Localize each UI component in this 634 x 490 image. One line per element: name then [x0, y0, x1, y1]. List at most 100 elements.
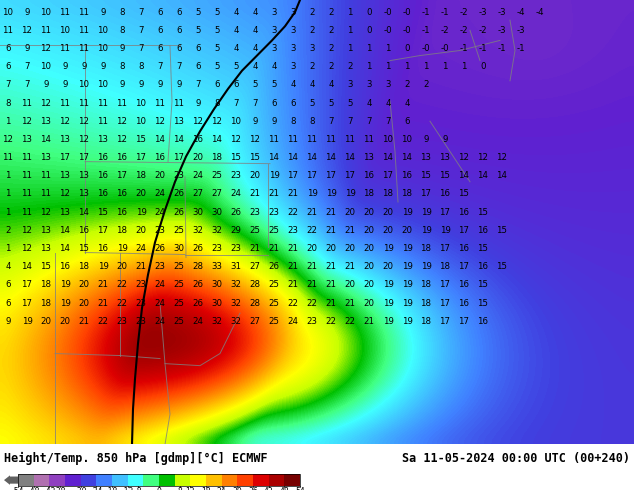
Text: 1: 1: [424, 62, 429, 71]
Text: 3: 3: [309, 44, 314, 53]
Text: 23: 23: [155, 262, 165, 271]
Text: 11: 11: [60, 44, 70, 53]
Text: 31: 31: [231, 262, 242, 271]
Text: 12: 12: [60, 190, 70, 198]
Text: 11: 11: [22, 153, 32, 162]
Text: 20: 20: [382, 226, 394, 235]
Text: 20: 20: [60, 317, 70, 326]
Text: 1: 1: [385, 62, 391, 71]
Text: -1: -1: [498, 44, 507, 53]
Text: 0: 0: [157, 487, 162, 490]
Text: 5: 5: [233, 62, 239, 71]
Text: 16: 16: [98, 190, 108, 198]
Text: 19: 19: [60, 280, 70, 289]
Text: 19: 19: [136, 208, 146, 217]
Text: -0: -0: [422, 44, 430, 53]
Text: 7: 7: [24, 80, 30, 89]
Bar: [159, 474, 174, 486]
Text: 20: 20: [117, 262, 127, 271]
Text: 6: 6: [5, 280, 11, 289]
Text: 7: 7: [195, 80, 201, 89]
Text: 20: 20: [363, 280, 375, 289]
Text: 1: 1: [5, 190, 11, 198]
Text: 17: 17: [344, 171, 356, 180]
Text: 7: 7: [138, 26, 144, 35]
Text: 17: 17: [439, 317, 451, 326]
Text: 24: 24: [193, 317, 204, 326]
Text: 25: 25: [174, 317, 184, 326]
Text: 11: 11: [22, 208, 32, 217]
Text: 13: 13: [41, 226, 51, 235]
Text: 32: 32: [231, 298, 242, 308]
Text: 19: 19: [401, 317, 413, 326]
Text: 6: 6: [290, 98, 295, 107]
Text: 23: 23: [231, 244, 242, 253]
Text: 14: 14: [496, 171, 507, 180]
Text: 3: 3: [271, 26, 277, 35]
Text: 0: 0: [480, 62, 486, 71]
Text: 20: 20: [41, 317, 51, 326]
Text: 1: 1: [5, 208, 11, 217]
Text: 14: 14: [174, 135, 184, 144]
Text: 21: 21: [250, 190, 261, 198]
Text: 5: 5: [271, 80, 277, 89]
Text: 10: 10: [98, 80, 108, 89]
Text: -4: -4: [517, 8, 526, 17]
Text: 7: 7: [5, 80, 11, 89]
Text: 2: 2: [309, 8, 314, 17]
Text: 11: 11: [269, 135, 280, 144]
Text: 10: 10: [382, 135, 394, 144]
Text: 20: 20: [363, 298, 375, 308]
Text: 5: 5: [214, 26, 220, 35]
Text: 15: 15: [420, 171, 432, 180]
Bar: [269, 474, 284, 486]
Text: 15: 15: [136, 135, 146, 144]
Text: 16: 16: [98, 153, 108, 162]
Text: 13: 13: [79, 190, 89, 198]
Text: 19: 19: [401, 298, 413, 308]
Text: 14: 14: [325, 153, 337, 162]
Text: 19: 19: [420, 208, 432, 217]
Text: 3: 3: [290, 44, 295, 53]
Text: 15: 15: [250, 153, 261, 162]
Text: 21: 21: [344, 262, 356, 271]
Text: 6: 6: [195, 44, 201, 53]
Text: 10: 10: [98, 44, 108, 53]
Text: 20: 20: [155, 171, 165, 180]
Text: 5: 5: [195, 8, 201, 17]
Text: 4: 4: [5, 262, 11, 271]
Text: 26: 26: [193, 244, 204, 253]
Text: 15: 15: [41, 262, 51, 271]
Text: 11: 11: [117, 98, 127, 107]
Text: 7: 7: [233, 98, 239, 107]
Text: 1: 1: [366, 44, 372, 53]
Text: -1: -1: [517, 44, 526, 53]
Text: 12: 12: [117, 135, 127, 144]
Text: 10: 10: [79, 80, 89, 89]
Text: 19: 19: [401, 244, 413, 253]
Text: 20: 20: [306, 244, 318, 253]
Text: 16: 16: [98, 171, 108, 180]
Text: 23: 23: [117, 317, 127, 326]
Bar: [96, 474, 112, 486]
Text: -2: -2: [479, 26, 488, 35]
Text: 19: 19: [401, 208, 413, 217]
Text: 1: 1: [347, 26, 353, 35]
Text: 21: 21: [269, 190, 280, 198]
Text: 21: 21: [344, 226, 356, 235]
Bar: [65, 474, 81, 486]
Text: 6: 6: [176, 26, 182, 35]
Text: 21: 21: [306, 280, 318, 289]
Text: 18: 18: [439, 262, 451, 271]
Text: 13: 13: [363, 153, 375, 162]
Text: 23: 23: [174, 171, 184, 180]
Text: -54: -54: [12, 487, 24, 490]
Text: 19: 19: [420, 262, 432, 271]
Text: 1: 1: [5, 171, 11, 180]
Text: 24: 24: [155, 317, 165, 326]
Text: -3: -3: [498, 26, 507, 35]
Text: 21: 21: [363, 317, 375, 326]
Text: 23: 23: [250, 208, 261, 217]
Text: -8: -8: [134, 487, 142, 490]
Text: 26: 26: [174, 208, 184, 217]
